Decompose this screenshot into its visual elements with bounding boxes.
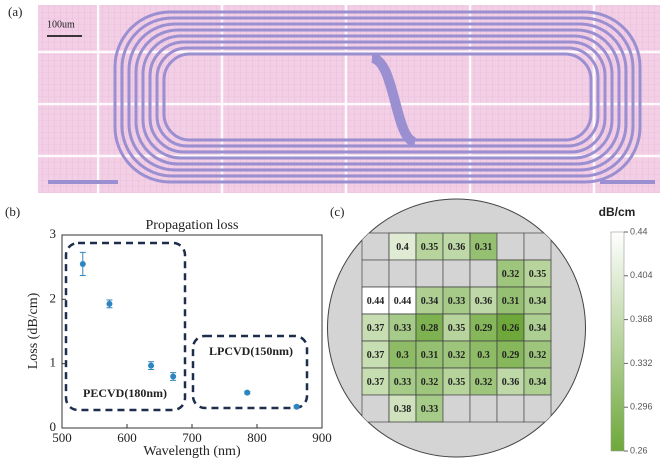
cell-label: 0.4 [396,242,409,253]
cell-label: 0.36 [502,377,520,388]
colorbar-tick-label: 0.44 [630,226,648,236]
cell-label: 0.26 [502,323,520,334]
x-tick-label: 600 [117,430,137,445]
cell-label: 0.37 [367,323,385,334]
empty-cell [362,395,389,422]
colorbar-tick-label: 0.368 [630,314,653,324]
empty-cell [389,260,416,287]
colorbar-tick-label: 0.296 [630,402,653,412]
microscope-image [38,5,660,193]
cell-label: 0.3 [477,350,490,361]
empty-cell [443,260,470,287]
cell-label: 0.31 [421,350,439,361]
cell-label: 0.34 [529,323,547,334]
data-point [244,390,250,396]
cell-label: 0.35 [448,323,466,334]
cell-label: 0.3 [396,350,409,361]
cell-label: 0.31 [502,296,520,307]
empty-cell [524,395,551,422]
y-tick-label: 3 [50,226,57,241]
empty-cell [470,395,497,422]
cell-label: 0.36 [448,242,466,253]
empty-cell [416,260,443,287]
empty-cell [497,233,524,260]
chart-title: Propagation loss [146,218,239,233]
annotation: PECVD(180nm) [83,386,167,400]
cell-label: 0.29 [475,323,493,334]
x-tick-label: 700 [182,430,202,445]
colorbar-label: dB/cm [599,205,636,219]
cell-label: 0.34 [529,296,547,307]
cell-label: 0.29 [502,350,520,361]
y-axis-label: Loss (dB/cm) [26,292,41,369]
colorbar-tick-label: 0.404 [630,270,653,280]
data-point [80,261,86,267]
data-point [148,363,154,369]
cell-label: 0.44 [394,296,412,307]
cell-label: 0.33 [394,377,412,388]
cell-label: 0.32 [475,377,493,388]
empty-cell [497,395,524,422]
cell-label: 0.35 [421,242,439,253]
scale-bar-label: 100um [47,19,75,30]
cell-label: 0.32 [502,269,520,280]
cell-label: 0.28 [421,323,439,334]
colorbar-tick-label: 0.332 [630,358,653,368]
figure: 100um (a) (b) (c) Propagation loss Wavel… [0,0,667,463]
y-tick-label: 0 [50,419,57,434]
cell-label: 0.32 [421,377,439,388]
cell-label: 0.38 [394,404,412,415]
empty-cell [443,395,470,422]
empty-cell [362,233,389,260]
cell-label: 0.37 [367,377,385,388]
annotation: LPCVD(150nm) [209,344,293,358]
cell-label: 0.33 [421,404,439,415]
cell-label: 0.32 [448,350,466,361]
colorbar [611,232,624,451]
cell-label: 0.35 [448,377,466,388]
data-point [106,301,112,307]
panel-label: (a) [8,4,22,19]
empty-cell [362,260,389,287]
data-point [170,374,176,380]
cell-label: 0.44 [367,296,385,307]
panel-label: (b) [5,204,20,219]
cell-label: 0.34 [421,296,439,307]
cell-label: 0.32 [529,350,547,361]
x-tick-label: 900 [312,430,332,445]
cell-label: 0.36 [475,296,493,307]
x-tick-label: 800 [247,430,267,445]
y-tick-label: 2 [50,290,57,305]
cell-label: 0.31 [475,242,493,253]
cell-label: 0.33 [448,296,466,307]
panel-label: (c) [330,204,344,219]
data-point [294,404,300,410]
cell-label: 0.33 [394,323,412,334]
empty-cell [470,260,497,287]
cell-label: 0.35 [529,269,547,280]
empty-cell [524,233,551,260]
colorbar-tick-label: 0.26 [630,445,648,455]
cell-label: 0.37 [367,350,385,361]
y-tick-label: 1 [50,355,57,370]
cell-label: 0.34 [529,377,547,388]
x-axis-label: Wavelength (nm) [143,444,241,459]
